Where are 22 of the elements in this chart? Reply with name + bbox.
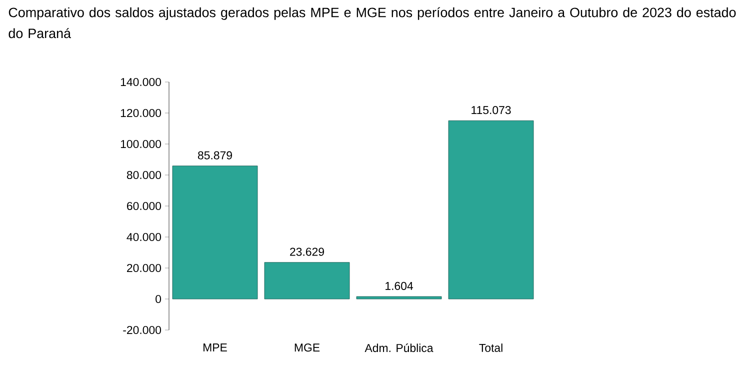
y-tick-label: 60.000	[127, 202, 162, 210]
y-tick-label: 80.000	[126, 170, 162, 180]
data-label: 1.604	[386, 282, 413, 290]
data-label: 115.073	[472, 106, 511, 114]
y-tick-label: 120.000	[120, 108, 162, 118]
bar	[264, 262, 350, 300]
x-tick-label: Adm. Pública	[364, 344, 434, 352]
y-tick-label: 40.000	[126, 232, 162, 242]
y-tick-label: 20.000	[127, 264, 162, 272]
x-tick-label: MGE	[294, 344, 320, 352]
y-tick-label: 140.000	[120, 78, 162, 86]
data-label: 85.879	[198, 151, 232, 160]
y-tick-label: -20.000	[123, 326, 162, 334]
data-label: 23.629	[290, 248, 324, 256]
bar	[356, 296, 442, 300]
bar	[448, 120, 534, 300]
chart-title: Comparativo dos saldos ajustados gerados pelas MPE e MGE nos períodos entre Janeiro a Outubro de 2023 do estado do Paraná	[8, 7, 736, 38]
x-tick-label: Total	[479, 344, 502, 352]
bar	[172, 166, 258, 300]
x-tick-label: MPE	[204, 344, 227, 352]
y-tick-label: 0	[156, 294, 162, 304]
y-tick-label: 100.000	[120, 140, 162, 148]
